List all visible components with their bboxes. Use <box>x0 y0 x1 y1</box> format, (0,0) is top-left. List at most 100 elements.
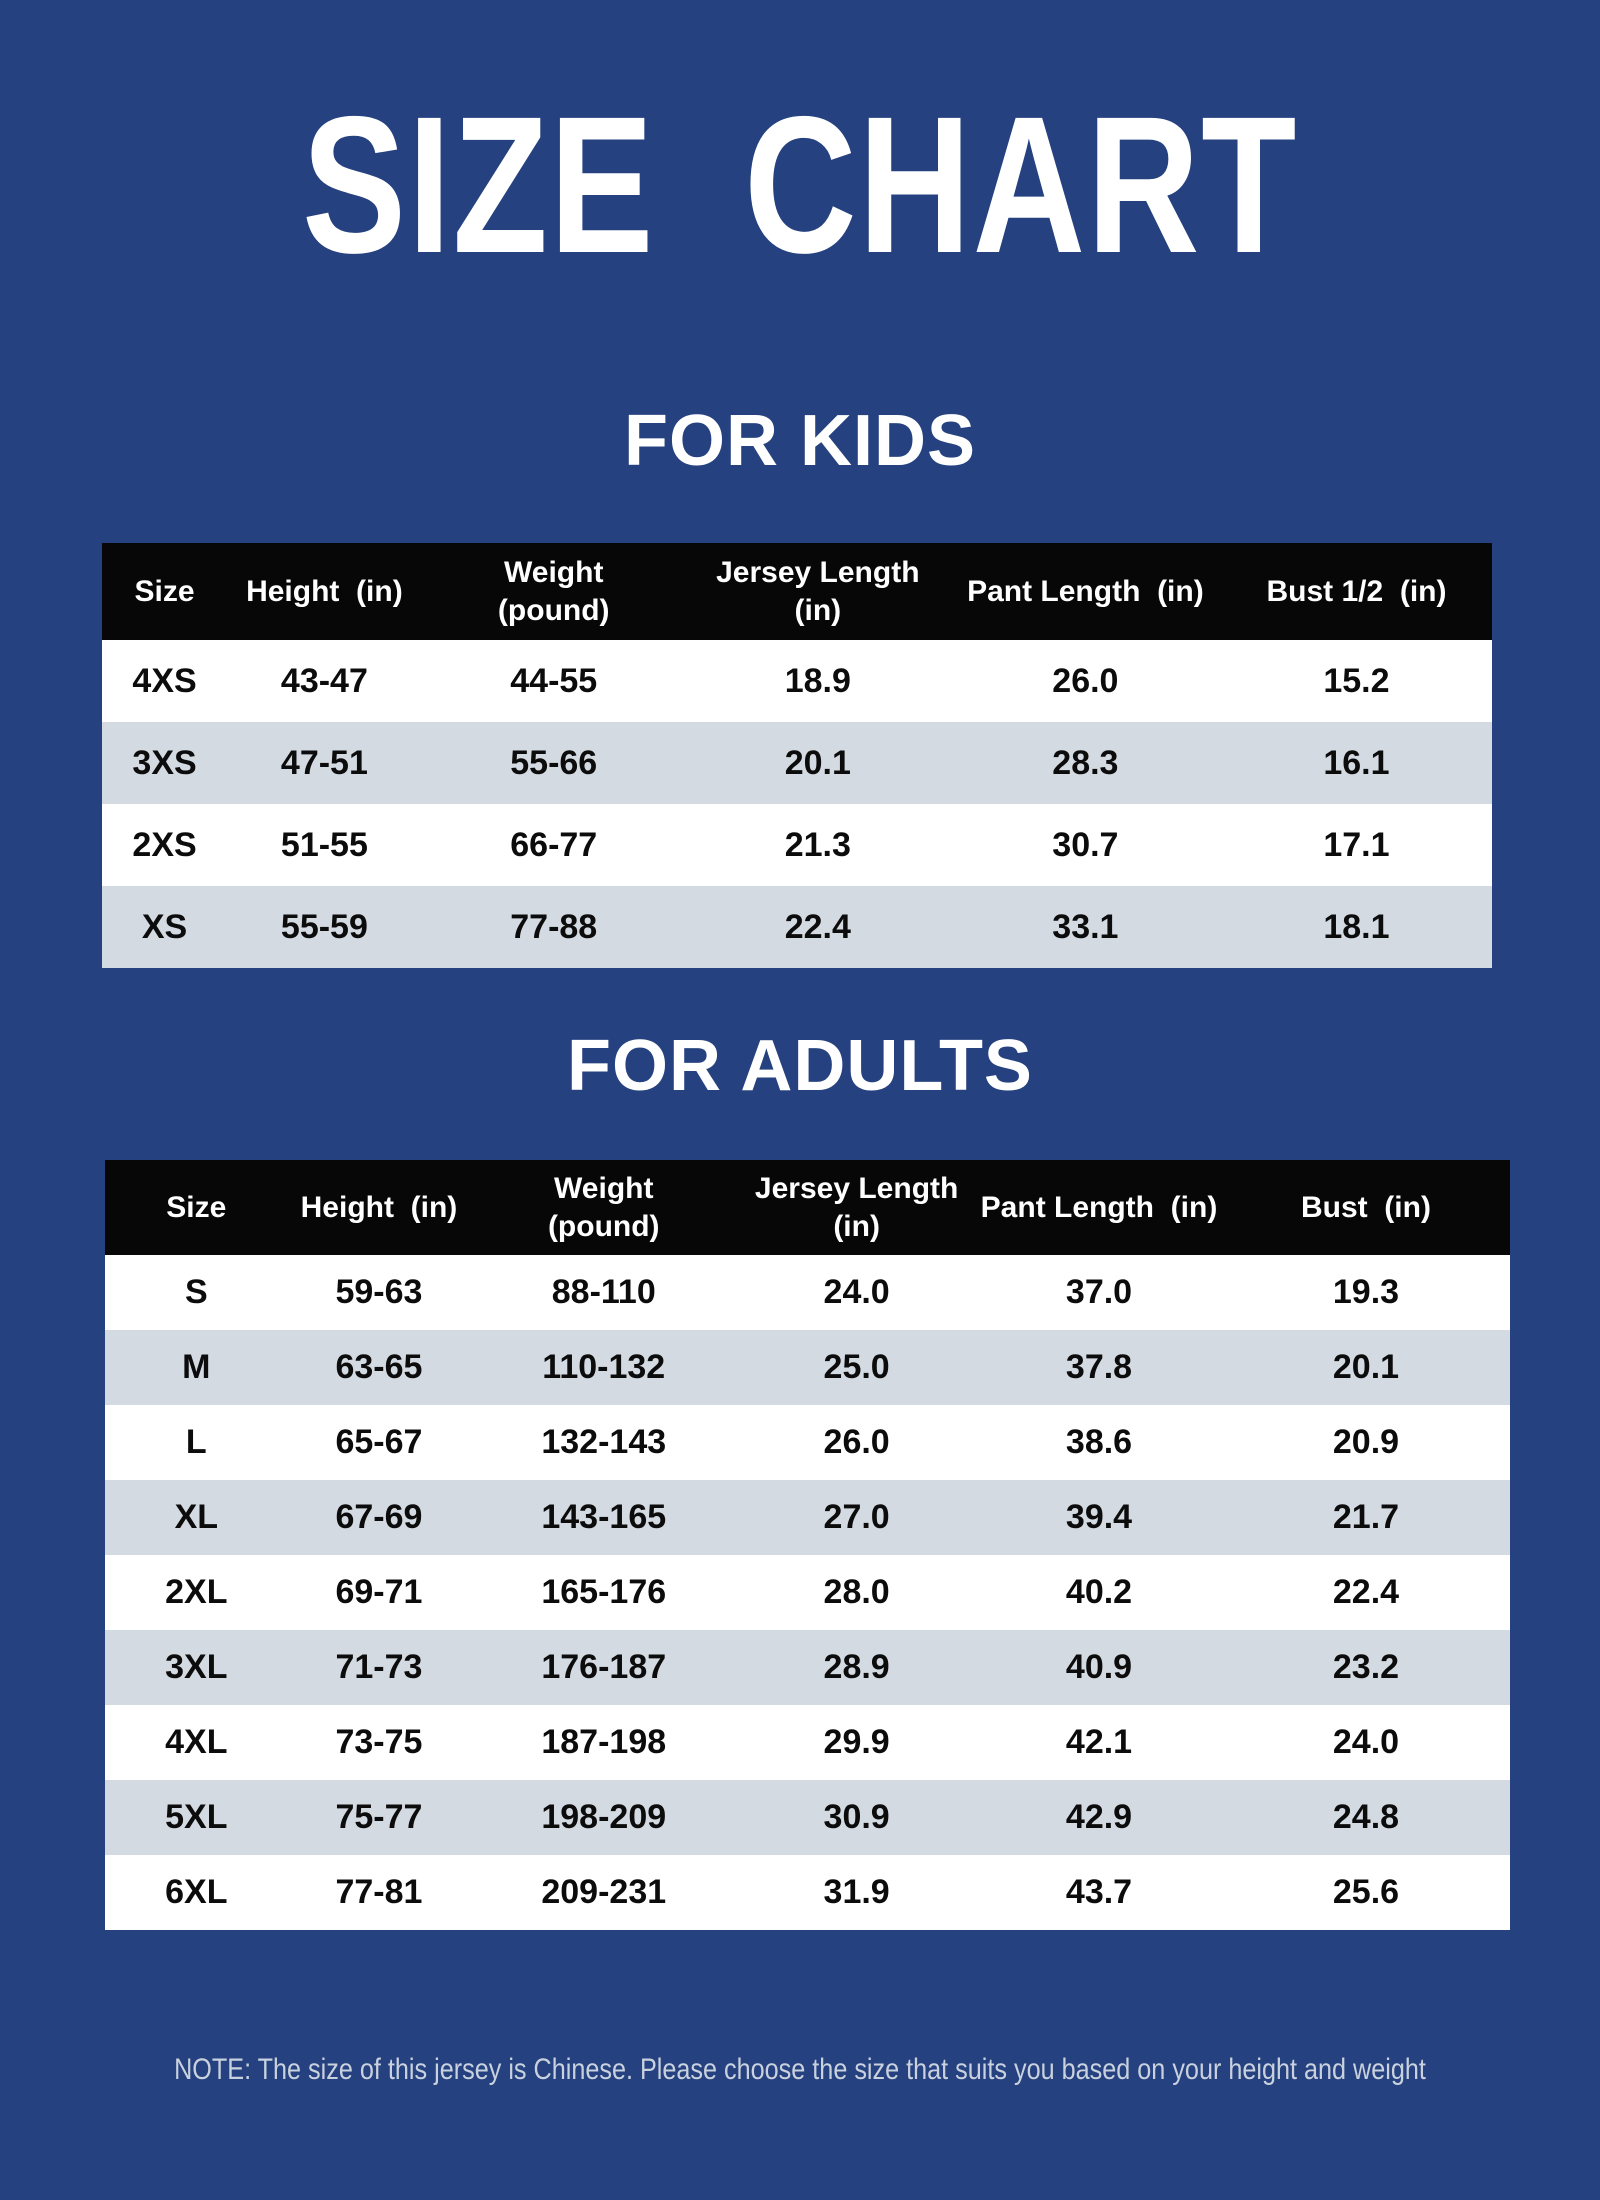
table-cell: 26.0 <box>737 1405 977 1480</box>
column-header: Height (in) <box>287 1160 471 1255</box>
table-cell: XS <box>102 886 228 968</box>
note-text: NOTE: The size of this jersey is Chinese… <box>174 2053 1426 2086</box>
table-cell: 43-47 <box>227 640 422 722</box>
table-cell: 20.9 <box>1221 1405 1510 1480</box>
table-cell: 66-77 <box>421 804 686 886</box>
column-header: Height (in) <box>227 543 422 640</box>
table-cell: 43.7 <box>976 1855 1222 1930</box>
table-cell: 5XL <box>105 1780 288 1855</box>
table-cell: 28.0 <box>737 1555 977 1630</box>
table-cell: 2XL <box>105 1555 288 1630</box>
table-cell: 33.1 <box>949 886 1221 968</box>
adults-table-header: Size Height (in) Weight (pound) Jersey Leng… <box>105 1160 1510 1255</box>
table-cell: 69-71 <box>287 1555 471 1630</box>
table-cell: 31.9 <box>737 1855 977 1930</box>
header-row: Size Height (in) Weight (pound) Jersey Leng… <box>102 543 1492 640</box>
table-cell: 29.9 <box>737 1705 977 1780</box>
table-cell: 17.1 <box>1220 804 1492 886</box>
table-cell: 24.0 <box>1221 1705 1510 1780</box>
page-title: SIZE CHART <box>302 76 1298 294</box>
table-row: 2XL 69-71 165-176 28.0 40.2 22.4 <box>105 1555 1510 1630</box>
column-header: Size <box>105 1160 288 1255</box>
column-header: Size <box>102 543 228 640</box>
table-cell: 21.3 <box>685 804 950 886</box>
table-row: 3XS 47-51 55-66 20.1 28.3 16.1 <box>102 722 1492 804</box>
table-cell: 55-59 <box>227 886 422 968</box>
table-cell: 88-110 <box>470 1255 738 1330</box>
kids-section-heading: FOR KIDS <box>623 401 976 481</box>
table-cell: L <box>105 1405 288 1480</box>
table-cell: 28.9 <box>737 1630 977 1705</box>
table-cell: 39.4 <box>976 1480 1222 1555</box>
table-cell: 18.9 <box>685 640 950 722</box>
table-cell: 30.7 <box>949 804 1221 886</box>
table-cell: 209-231 <box>470 1855 738 1930</box>
table-cell: 6XL <box>105 1855 288 1930</box>
table-cell: 4XL <box>105 1705 288 1780</box>
table-cell: XL <box>105 1480 288 1555</box>
table-cell: 59-63 <box>287 1255 471 1330</box>
table-cell: 42.1 <box>976 1705 1222 1780</box>
column-header: Bust 1/2 (in) <box>1220 543 1492 640</box>
table-cell: 22.4 <box>1221 1555 1510 1630</box>
table-cell: 71-73 <box>287 1630 471 1705</box>
table-cell: 165-176 <box>470 1555 738 1630</box>
table-cell: 3XL <box>105 1630 288 1705</box>
column-header: Pant Length (in) <box>976 1160 1222 1255</box>
table-cell: 4XS <box>102 640 228 722</box>
table-cell: 73-75 <box>287 1705 471 1780</box>
table-row: XL 67-69 143-165 27.0 39.4 21.7 <box>105 1480 1510 1555</box>
table-cell: 16.1 <box>1220 722 1492 804</box>
table-cell: 110-132 <box>470 1330 738 1405</box>
table-row: L 65-67 132-143 26.0 38.6 20.9 <box>105 1405 1510 1480</box>
adults-section-heading: FOR ADULTS <box>567 1026 1033 1106</box>
table-cell: 176-187 <box>470 1630 738 1705</box>
table-cell: 26.0 <box>949 640 1221 722</box>
table-cell: 198-209 <box>470 1780 738 1855</box>
table-cell: 2XS <box>102 804 228 886</box>
table-cell: 65-67 <box>287 1405 471 1480</box>
adults-table-body: S 59-63 88-110 24.0 37.0 19.3 M 63-65 110-132 25.… <box>105 1255 1510 1930</box>
table-cell: S <box>105 1255 288 1330</box>
table-cell: 21.7 <box>1221 1480 1510 1555</box>
column-header: Weight (pound) <box>470 1160 738 1255</box>
table-row: XS 55-59 77-88 22.4 33.1 18.1 <box>102 886 1492 968</box>
table-cell: 37.0 <box>976 1255 1222 1330</box>
table-cell: 75-77 <box>287 1780 471 1855</box>
kids-table-header: Size Height (in) Weight (pound) Jersey Leng… <box>102 543 1492 640</box>
table-cell: 38.6 <box>976 1405 1222 1480</box>
table-cell: 28.3 <box>949 722 1221 804</box>
table-row: 4XL 73-75 187-198 29.9 42.1 24.0 <box>105 1705 1510 1780</box>
table-cell: 37.8 <box>976 1330 1222 1405</box>
table-row: 4XS 43-47 44-55 18.9 26.0 15.2 <box>102 640 1492 722</box>
table-cell: 44-55 <box>421 640 686 722</box>
column-header: Jersey Length (in) <box>737 1160 977 1255</box>
table-cell: 27.0 <box>737 1480 977 1555</box>
table-row: 5XL 75-77 198-209 30.9 42.9 24.8 <box>105 1780 1510 1855</box>
column-header: Bust (in) <box>1221 1160 1510 1255</box>
table-cell: 47-51 <box>227 722 422 804</box>
table-cell: 3XS <box>102 722 228 804</box>
table-cell: 25.6 <box>1221 1855 1510 1930</box>
column-header: Pant Length (in) <box>949 543 1221 640</box>
table-cell: M <box>105 1330 288 1405</box>
table-row: 6XL 77-81 209-231 31.9 43.7 25.6 <box>105 1855 1510 1930</box>
kids-table-body: 4XS 43-47 44-55 18.9 26.0 15.2 3XS 47-51 55-66 20… <box>102 640 1492 968</box>
column-header: Jersey Length (in) <box>685 543 950 640</box>
table-cell: 20.1 <box>685 722 950 804</box>
table-cell: 20.1 <box>1221 1330 1510 1405</box>
table-cell: 132-143 <box>470 1405 738 1480</box>
table-cell: 22.4 <box>685 886 950 968</box>
table-cell: 55-66 <box>421 722 686 804</box>
table-row: S 59-63 88-110 24.0 37.0 19.3 <box>105 1255 1510 1330</box>
table-cell: 67-69 <box>287 1480 471 1555</box>
kids-size-table: Size Height (in) Weight (pound) Jersey Leng… <box>102 543 1492 968</box>
table-row: 3XL 71-73 176-187 28.9 40.9 23.2 <box>105 1630 1510 1705</box>
table-cell: 18.1 <box>1220 886 1492 968</box>
table-cell: 63-65 <box>287 1330 471 1405</box>
table-cell: 15.2 <box>1220 640 1492 722</box>
table-cell: 19.3 <box>1221 1255 1510 1330</box>
table-cell: 25.0 <box>737 1330 977 1405</box>
column-header: Weight (pound) <box>421 543 686 640</box>
